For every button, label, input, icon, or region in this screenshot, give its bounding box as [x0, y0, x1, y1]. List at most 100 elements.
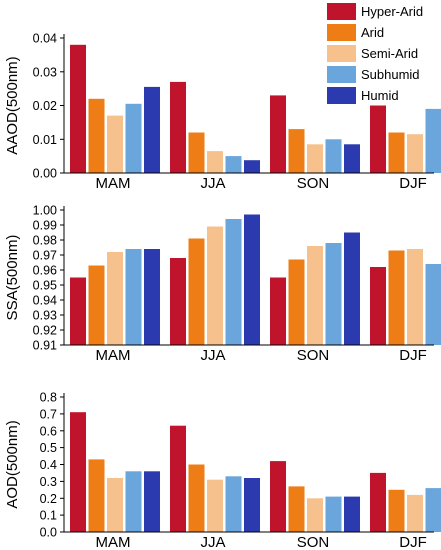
- y-tick-label-ssa: 0.96: [33, 264, 57, 278]
- bar-ssa-djf-arid: [388, 250, 405, 345]
- y-tick-label-aod: 0.0: [40, 526, 57, 540]
- bar-aaod-mam-hyper-arid: [70, 44, 86, 174]
- y-tick-label-ssa: 0.92: [33, 324, 57, 338]
- bar-aaod-jja-humid: [244, 160, 260, 173]
- bar-ssa-jja-arid: [188, 238, 205, 345]
- bar-aaod-mam-arid: [88, 98, 105, 173]
- legend-label-semi-arid: Semi-Arid: [361, 46, 418, 61]
- y-axis-title-aod: AOD(500nm): [4, 420, 21, 508]
- legend-label-hyper-arid: Hyper-Arid: [361, 4, 423, 19]
- y-tick-label-ssa: 0.94: [33, 294, 57, 308]
- bar-ssa-mam-subhumid: [125, 249, 142, 345]
- bar-aaod-son-arid: [288, 129, 305, 173]
- y-tick-label-aaod: 0.02: [33, 99, 57, 113]
- y-tick-label-aod: 0.8: [40, 391, 57, 405]
- bar-aod-son-subhumid: [325, 496, 342, 532]
- legend: Hyper-Arid Arid Semi-Arid Subhumid Humid: [327, 3, 423, 104]
- bar-aod-son-hyper-arid: [270, 461, 286, 532]
- bar-ssa-son-arid: [288, 259, 305, 345]
- bar-aod-mam-hyper-arid: [70, 412, 86, 532]
- bar-aaod-son-humid: [344, 144, 360, 173]
- y-tick-label-ssa: 0.97: [33, 249, 57, 263]
- bar-ssa-son-semi-arid: [307, 246, 323, 345]
- bar-aaod-son-semi-arid: [307, 144, 323, 173]
- y-tick-label-aod: 0.2: [40, 492, 57, 506]
- bar-aaod-son-hyper-arid: [270, 95, 286, 173]
- y-tick-label-ssa: 0.98: [33, 234, 57, 248]
- bar-ssa-djf-hyper-arid: [370, 267, 386, 345]
- bar-aaod-djf-hyper-arid: [370, 105, 386, 173]
- category-label-ssa-jja: JJA: [200, 347, 225, 364]
- bar-ssa-djf-semi-arid: [407, 249, 423, 345]
- bar-aaod-jja-subhumid: [225, 156, 242, 173]
- legend-label-subhumid: Subhumid: [361, 67, 420, 82]
- category-label-aaod-djf: DJF: [399, 175, 427, 192]
- bar-aaod-djf-subhumid: [425, 108, 441, 173]
- bar-ssa-mam-semi-arid: [107, 252, 123, 345]
- bar-aod-djf-hyper-arid: [370, 472, 386, 532]
- legend-swatch-subhumid: [327, 66, 356, 83]
- category-label-aod-mam: MAM: [96, 534, 131, 550]
- bar-aod-djf-subhumid: [425, 488, 441, 532]
- bar-ssa-son-hyper-arid: [270, 277, 286, 345]
- bar-ssa-mam-humid: [144, 249, 160, 345]
- legend-label-arid: Arid: [361, 25, 384, 40]
- bar-aod-jja-subhumid: [225, 476, 242, 532]
- bar-aaod-djf-arid: [388, 132, 405, 173]
- bar-aod-djf-arid: [388, 489, 405, 532]
- y-tick-label-ssa: 0.93: [33, 309, 57, 323]
- category-label-aod-djf: DJF: [399, 534, 427, 550]
- bar-aod-jja-arid: [188, 464, 205, 532]
- bar-aaod-mam-humid: [144, 86, 160, 173]
- y-tick-label-aaod: 0.01: [33, 133, 57, 147]
- bar-aod-mam-semi-arid: [107, 478, 123, 532]
- y-axis-title-ssa: SSA(500nm): [4, 235, 21, 321]
- y-tick-label-aod: 0.7: [40, 407, 57, 421]
- y-tick-label-aod: 0.3: [40, 475, 57, 489]
- legend-label-humid: Humid: [361, 88, 399, 103]
- y-tick-label-aaod: 0.03: [33, 65, 57, 79]
- y-axis-title-aaod: AAOD(500nm): [4, 56, 21, 154]
- y-tick-label-aod: 0.6: [40, 424, 57, 438]
- bar-aod-jja-hyper-arid: [170, 425, 186, 532]
- bar-ssa-djf-subhumid: [425, 264, 441, 345]
- bar-aaod-mam-semi-arid: [107, 115, 123, 173]
- bar-ssa-son-humid: [344, 232, 360, 345]
- bar-ssa-son-subhumid: [325, 243, 342, 345]
- legend-swatch-arid: [327, 24, 356, 41]
- category-label-ssa-djf: DJF: [399, 347, 427, 364]
- category-label-aaod-mam: MAM: [96, 175, 131, 192]
- bar-aod-jja-humid: [244, 478, 260, 532]
- bar-aaod-jja-arid: [188, 132, 205, 173]
- bar-aaod-son-subhumid: [325, 139, 342, 174]
- category-label-ssa-son: SON: [297, 347, 330, 364]
- y-tick-label-aod: 0.4: [40, 458, 57, 472]
- y-tick-label-aaod: 0.04: [33, 32, 57, 46]
- bar-ssa-jja-subhumid: [225, 219, 242, 345]
- panel-aaod: MAM JJA SON DJF 0.00 0.01 0.02 0.03 0.04 AAOD(500…: [4, 32, 441, 192]
- bar-aod-mam-arid: [88, 459, 105, 532]
- bar-ssa-jja-semi-arid: [207, 226, 223, 345]
- bar-aod-son-semi-arid: [307, 498, 323, 533]
- panel-ssa: MAM JJA SON DJF 0.910.920.930.940.950.960.97…: [4, 204, 441, 364]
- category-label-aaod-jja: JJA: [200, 175, 225, 192]
- bar-ssa-mam-arid: [88, 265, 105, 345]
- bar-ssa-jja-hyper-arid: [170, 258, 186, 345]
- bar-aaod-jja-hyper-arid: [170, 81, 186, 173]
- y-tick-label-ssa: 0.99: [33, 219, 57, 233]
- bar-aaod-mam-subhumid: [125, 103, 142, 173]
- legend-swatch-humid: [327, 87, 356, 104]
- category-label-ssa-mam: MAM: [96, 347, 131, 364]
- y-tick-label-ssa: 0.95: [33, 279, 57, 293]
- bar-ssa-mam-hyper-arid: [70, 277, 86, 345]
- category-label-aod-son: SON: [297, 534, 330, 550]
- bar-aod-son-arid: [288, 486, 305, 532]
- bar-aod-djf-semi-arid: [407, 494, 423, 532]
- y-tick-label-aod: 0.1: [40, 509, 57, 523]
- chart-panels: MAM JJA SON DJF 0.00 0.01 0.02 0.03 0.04 AAOD(500…: [4, 32, 441, 550]
- bar-aod-jja-semi-arid: [207, 479, 223, 532]
- legend-swatch-semi-arid: [327, 45, 356, 62]
- legend-swatch-hyper-arid: [327, 3, 356, 20]
- y-tick-label-aaod: 0.00: [33, 167, 57, 181]
